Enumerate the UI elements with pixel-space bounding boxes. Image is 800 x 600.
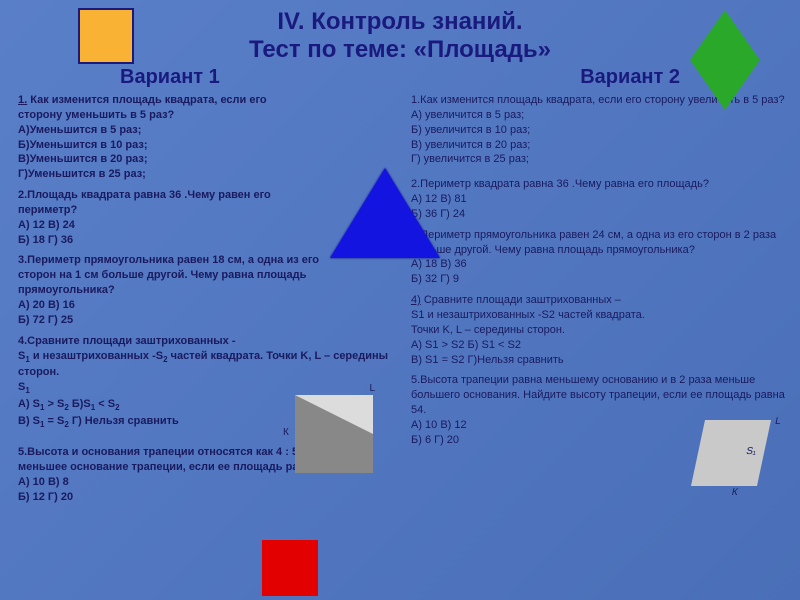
v2-q1: 1.Как изменится площадь квадрата, если е…: [411, 93, 790, 167]
variant1-heading: Вариант 1: [120, 66, 220, 89]
v1-q4-figure: К L: [295, 395, 373, 473]
variant2-heading: Вариант 2: [580, 66, 680, 89]
v2-q3: 3.Периметр прямоугольника равен 24 см, а…: [411, 228, 790, 287]
v1-q1: 1. Как изменится площадь квадрата, если …: [18, 93, 298, 182]
blue-triangle-shape: [330, 168, 440, 258]
label-s1: S₁: [745, 446, 757, 457]
v2-q4-figure: S₁ L К: [691, 420, 771, 486]
red-square-shape: [262, 540, 318, 596]
v2-q2: 2.Периметр квадрата равна 36 .Чему равна…: [411, 177, 790, 222]
label-k: К: [283, 427, 289, 438]
orange-square-shape: [78, 8, 134, 64]
label-l: L: [369, 383, 375, 394]
content-columns: 1. Как изменится площадь квадрата, если …: [0, 89, 800, 511]
v2-q4: 4) Сравните площади заштрихованных – S1 …: [411, 293, 790, 367]
v1-q3: 3.Периметр прямоугольника равен 18 см, а…: [18, 253, 338, 327]
variants-row: Вариант 1 Вариант 2: [0, 64, 800, 89]
v1-q2: 2.Площадь квадрата равна 36 .Чему равен …: [18, 188, 298, 247]
